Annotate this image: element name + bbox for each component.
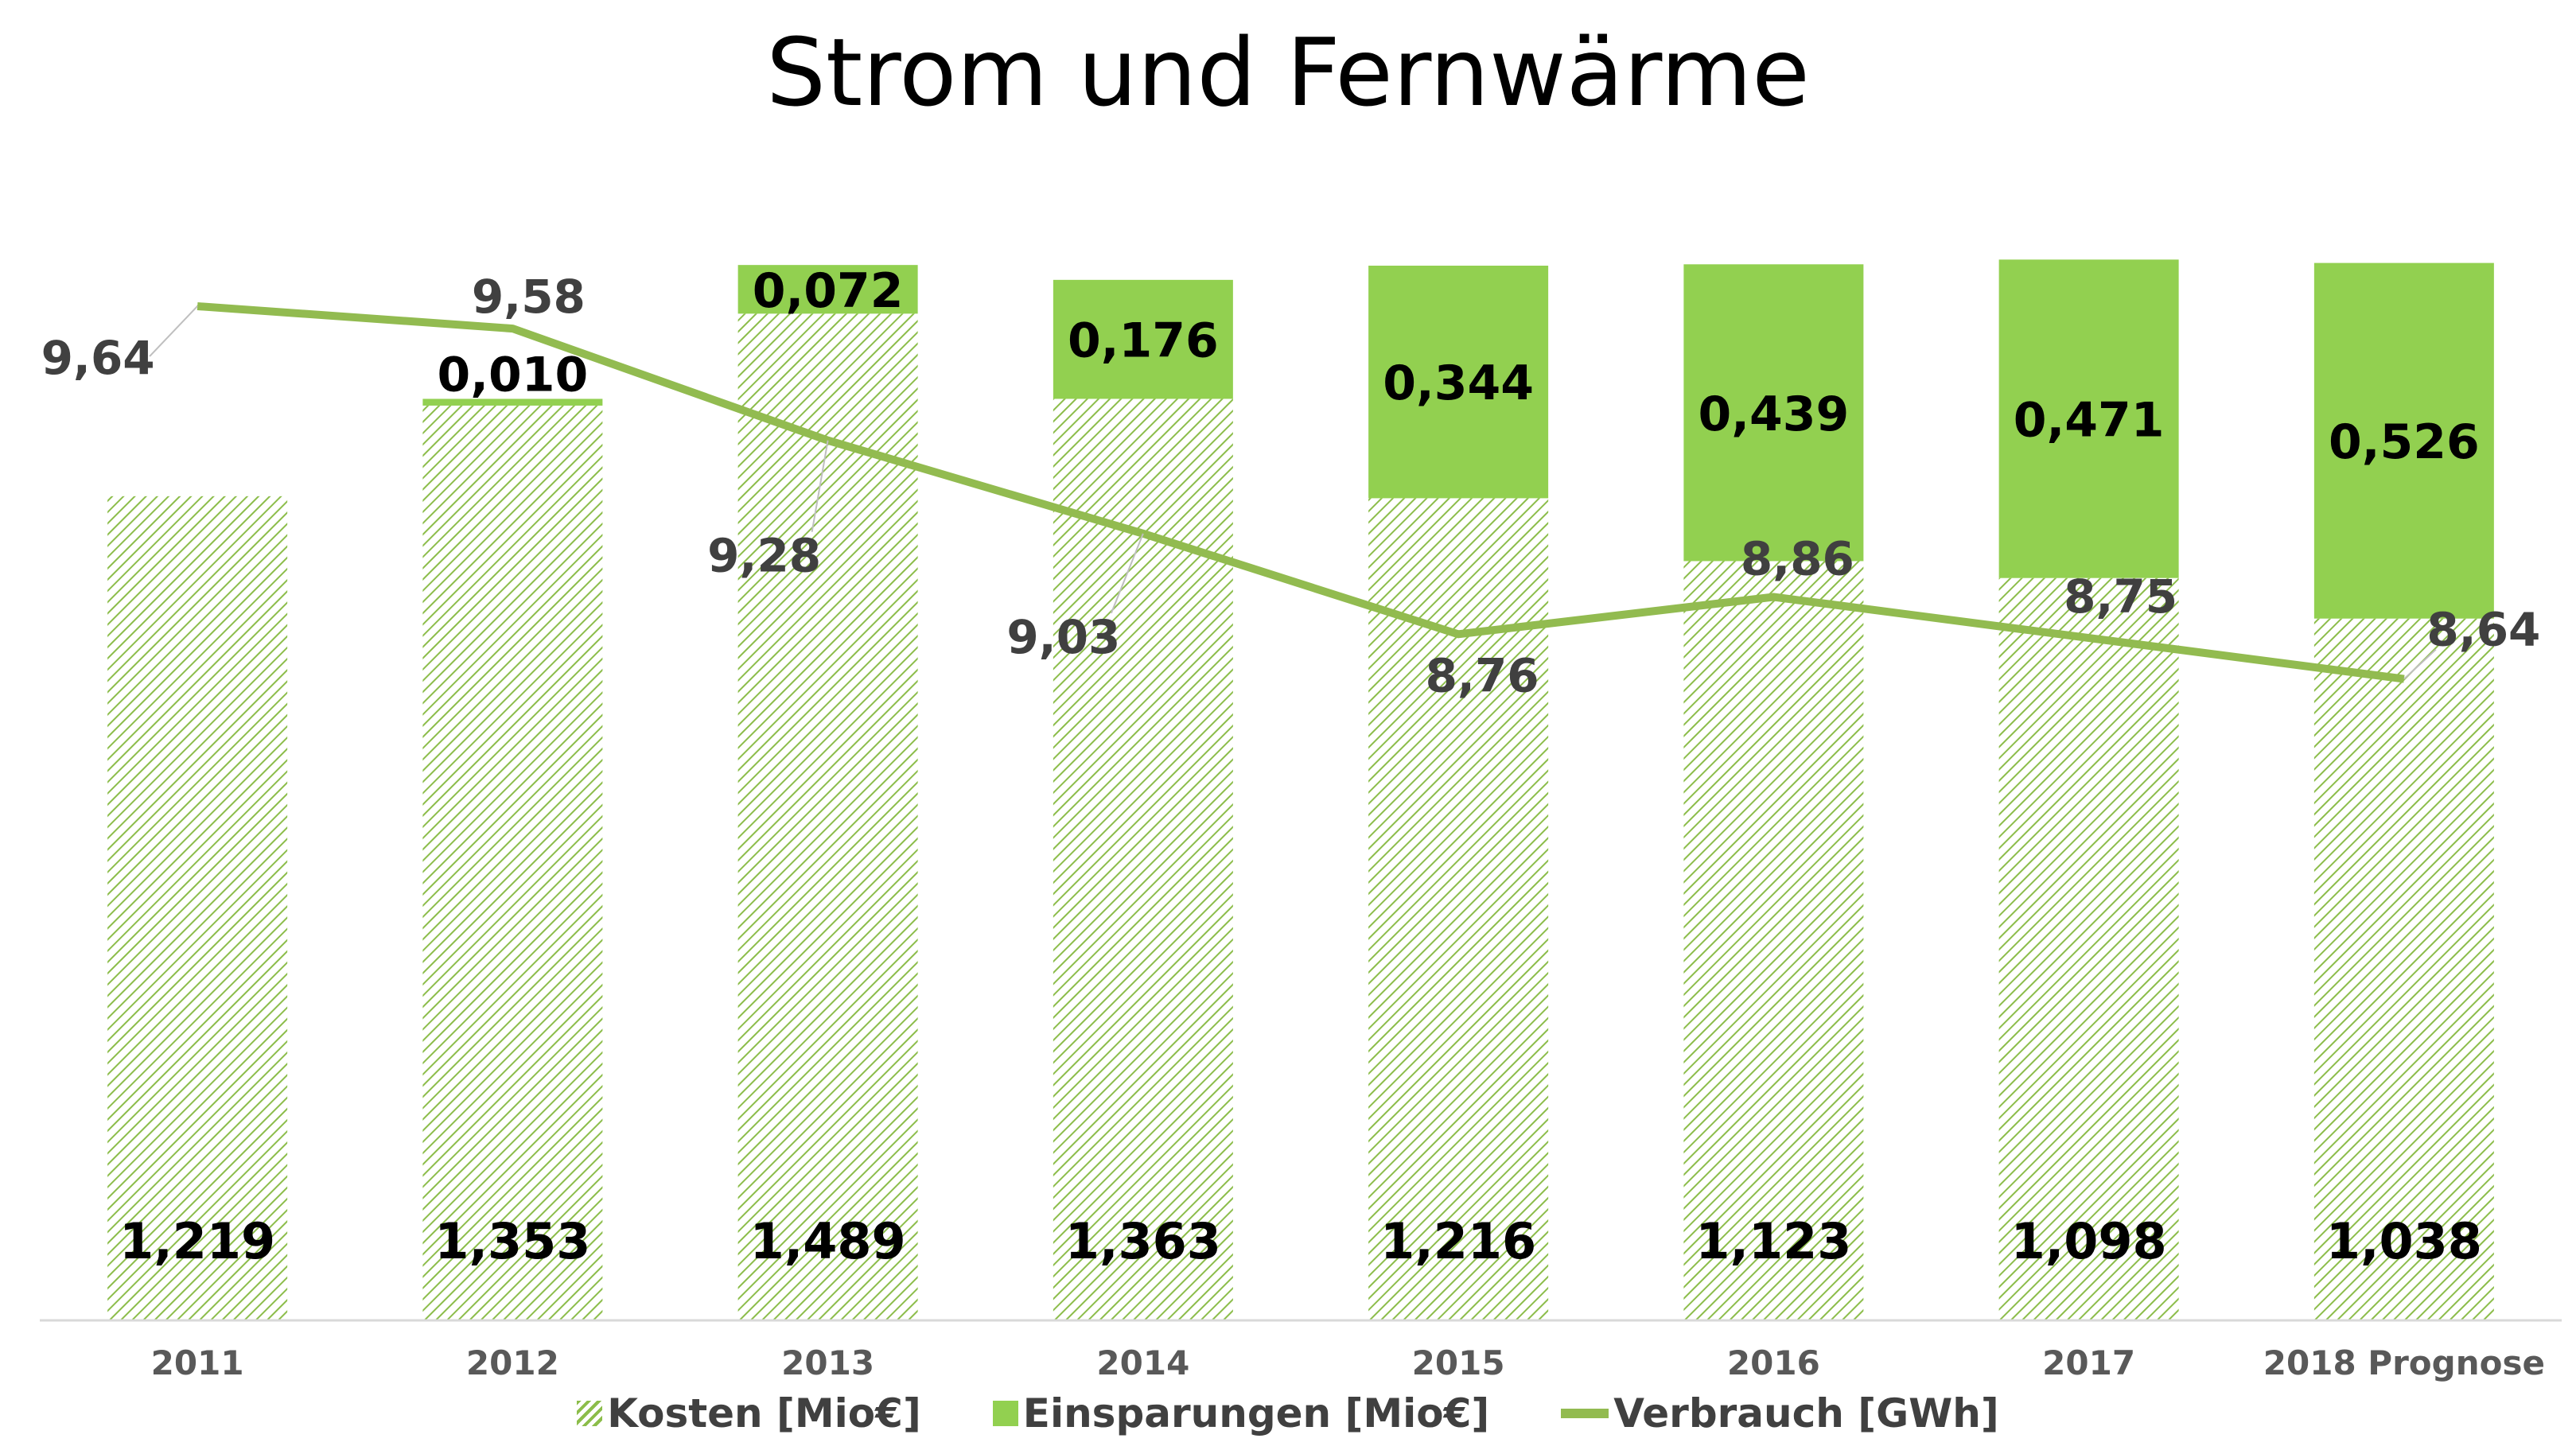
tick-label-2013: 2013 — [781, 1343, 874, 1382]
bar-einsparungen-2013 — [737, 265, 918, 314]
label-einsparungen-2017: 0,471 — [2014, 393, 2165, 449]
label-verbrauch-2013: 9,28 — [707, 529, 821, 583]
label-einsparungen-2018 Prognose: 0,526 — [2329, 414, 2480, 470]
label-verbrauch-2016: 8,86 — [1741, 531, 1854, 585]
bar-einsparungen-2017 — [1998, 259, 2179, 578]
leader-verbrauch-2014 — [1110, 533, 1144, 614]
bar-kosten-2018 Prognose — [2313, 618, 2494, 1320]
label-kosten-2018 Prognose: 1,038 — [2326, 1212, 2482, 1270]
chart-title: Strom und Fernwärme — [766, 17, 1810, 127]
label-kosten-2011: 1,219 — [119, 1212, 275, 1270]
leader-verbrauch-2018 Prognose — [2403, 648, 2437, 680]
label-kosten-2017: 1,098 — [2011, 1212, 2167, 1270]
bar-einsparungen-2016 — [1683, 264, 1864, 562]
leader-verbrauch-2011 — [149, 305, 198, 357]
bar-kosten-2016 — [1683, 561, 1864, 1320]
bar-einsparungen-2018 Prognose — [2313, 262, 2494, 619]
tick-label-2018 Prognose: 2018 Prognose — [2263, 1343, 2545, 1382]
bar-kosten-2017 — [1998, 577, 2179, 1320]
leader-verbrauch-2013 — [811, 440, 829, 532]
tick-label-2014: 2014 — [1096, 1343, 1189, 1382]
label-verbrauch-2011: 9,64 — [41, 331, 155, 385]
label-verbrauch-2018 Prognose: 8,64 — [2426, 603, 2540, 657]
point-verbrauch-2017 — [2088, 637, 2090, 640]
legend-label-kosten: Kosten [Mio€] — [607, 1390, 921, 1437]
label-kosten-2014: 1,363 — [1065, 1212, 1221, 1270]
label-einsparungen-2013: 0,072 — [753, 263, 904, 319]
legend-item-verbrauch: Verbrauch [GWh] — [1561, 1390, 1999, 1437]
label-einsparungen-2016: 0,439 — [1698, 387, 1849, 442]
legend-item-einsparungen: Einsparungen [Mio€] — [992, 1390, 1490, 1437]
label-verbrauch-2017: 8,75 — [2064, 570, 2177, 624]
label-kosten-2012: 1,353 — [434, 1212, 590, 1270]
tick-label-2012: 2012 — [466, 1343, 559, 1382]
bar-kosten-2015 — [1368, 498, 1549, 1320]
bar-einsparungen-2012 — [422, 398, 603, 406]
label-einsparungen-2012: 0,010 — [437, 347, 588, 402]
legend-label-einsparungen: Einsparungen [Mio€] — [1022, 1390, 1490, 1437]
label-einsparungen-2014: 0,176 — [1068, 313, 1219, 369]
label-kosten-2013: 1,489 — [750, 1212, 906, 1270]
label-verbrauch-2014: 9,03 — [1006, 610, 1120, 664]
label-kosten-2016: 1,123 — [1695, 1212, 1851, 1270]
legend-swatch-einsparungen — [992, 1401, 1018, 1426]
label-verbrauch-2012: 9,58 — [472, 270, 586, 324]
point-verbrauch-2012 — [512, 328, 514, 330]
tick-label-2011: 2011 — [151, 1343, 244, 1382]
line-verbrauch — [197, 301, 2405, 683]
legend-swatch-verbrauch — [1561, 1409, 1609, 1418]
point-verbrauch-2016 — [1772, 596, 1775, 598]
point-verbrauch-2015 — [1457, 633, 1460, 636]
bar-einsparungen-2014 — [1053, 279, 1233, 399]
bar-kosten-2013 — [737, 313, 918, 1321]
label-verbrauch-2015: 8,76 — [1426, 648, 1539, 702]
legend-item-kosten: Kosten [Mio€] — [577, 1390, 921, 1437]
legend-label-verbrauch: Verbrauch [GWh] — [1613, 1390, 1999, 1437]
legend: Kosten [Mio€] Einsparungen [Mio€] Verbra… — [0, 1390, 2576, 1437]
tick-label-2017: 2017 — [2042, 1343, 2135, 1382]
bar-einsparungen-2015 — [1368, 266, 1549, 499]
tick-label-2015: 2015 — [1412, 1343, 1505, 1382]
bar-kosten-2012 — [422, 405, 603, 1321]
tick-label-2016: 2016 — [1727, 1343, 1820, 1382]
label-einsparungen-2015: 0,344 — [1383, 356, 1534, 411]
label-kosten-2015: 1,216 — [1380, 1212, 1536, 1270]
legend-swatch-kosten — [577, 1401, 603, 1426]
bar-kosten-2011 — [107, 496, 288, 1320]
